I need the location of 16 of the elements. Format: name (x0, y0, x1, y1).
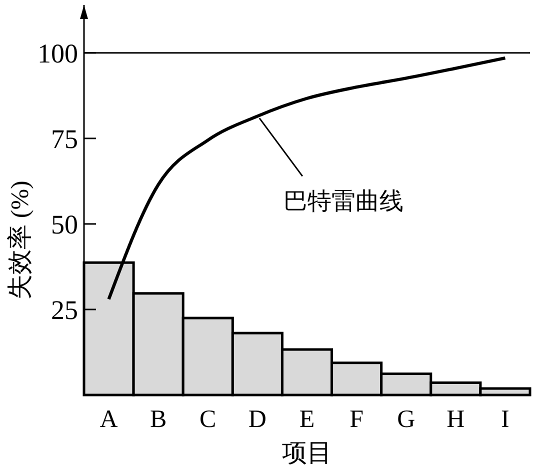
x-tick-label: F (350, 406, 364, 433)
x-tick-label: C (200, 406, 216, 433)
y-tick-label: 100 (38, 38, 78, 68)
x-tick-label: H (446, 406, 465, 433)
x-axis-title: 项目 (282, 440, 332, 467)
x-tick-label: I (501, 406, 510, 433)
y-tick-label: 50 (51, 209, 78, 240)
x-tick-label: E (299, 406, 315, 433)
y-tick-label: 25 (51, 294, 78, 325)
y-tick-label: 75 (51, 124, 78, 154)
y-axis-title: 失效率 (%) (6, 180, 34, 300)
text: 巴特雷曲线 (283, 189, 404, 216)
x-tick-label: G (397, 406, 416, 433)
x-tick-label: B (150, 406, 167, 433)
x-tick-label: D (248, 406, 266, 433)
x-tick-label: A (100, 406, 118, 433)
